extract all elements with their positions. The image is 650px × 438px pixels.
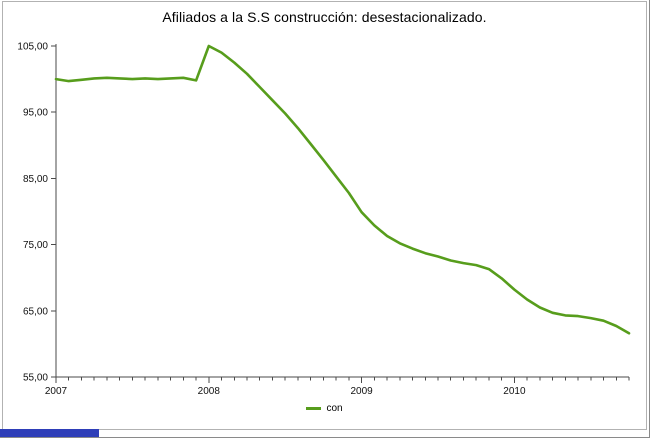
- svg-text:65,00: 65,00: [23, 306, 48, 317]
- svg-text:85,00: 85,00: [23, 174, 48, 185]
- legend-series-label: con: [326, 403, 343, 414]
- svg-text:2008: 2008: [198, 386, 221, 397]
- svg-text:2010: 2010: [503, 386, 526, 397]
- line-chart-plot: 55,00 65,00 75,00 85,00 95,00 105,00 2007 2008 2…: [17, 42, 631, 397]
- svg-text:75,00: 75,00: [23, 240, 48, 251]
- svg-text:55,00: 55,00: [23, 373, 48, 384]
- chart-legend: con: [3, 403, 646, 414]
- svg-text:105,00: 105,00: [17, 42, 48, 53]
- legend-line-symbol: [306, 407, 322, 410]
- svg-text:95,00: 95,00: [23, 108, 48, 119]
- svg-text:2007: 2007: [45, 386, 68, 397]
- chart-title: Afiliados a la S.S construcción: desesta…: [162, 9, 487, 25]
- chart-object: Afiliados a la S.S construcción: desesta…: [2, 1, 647, 430]
- svg-text:2009: 2009: [350, 386, 373, 397]
- window-fragment: [0, 429, 99, 437]
